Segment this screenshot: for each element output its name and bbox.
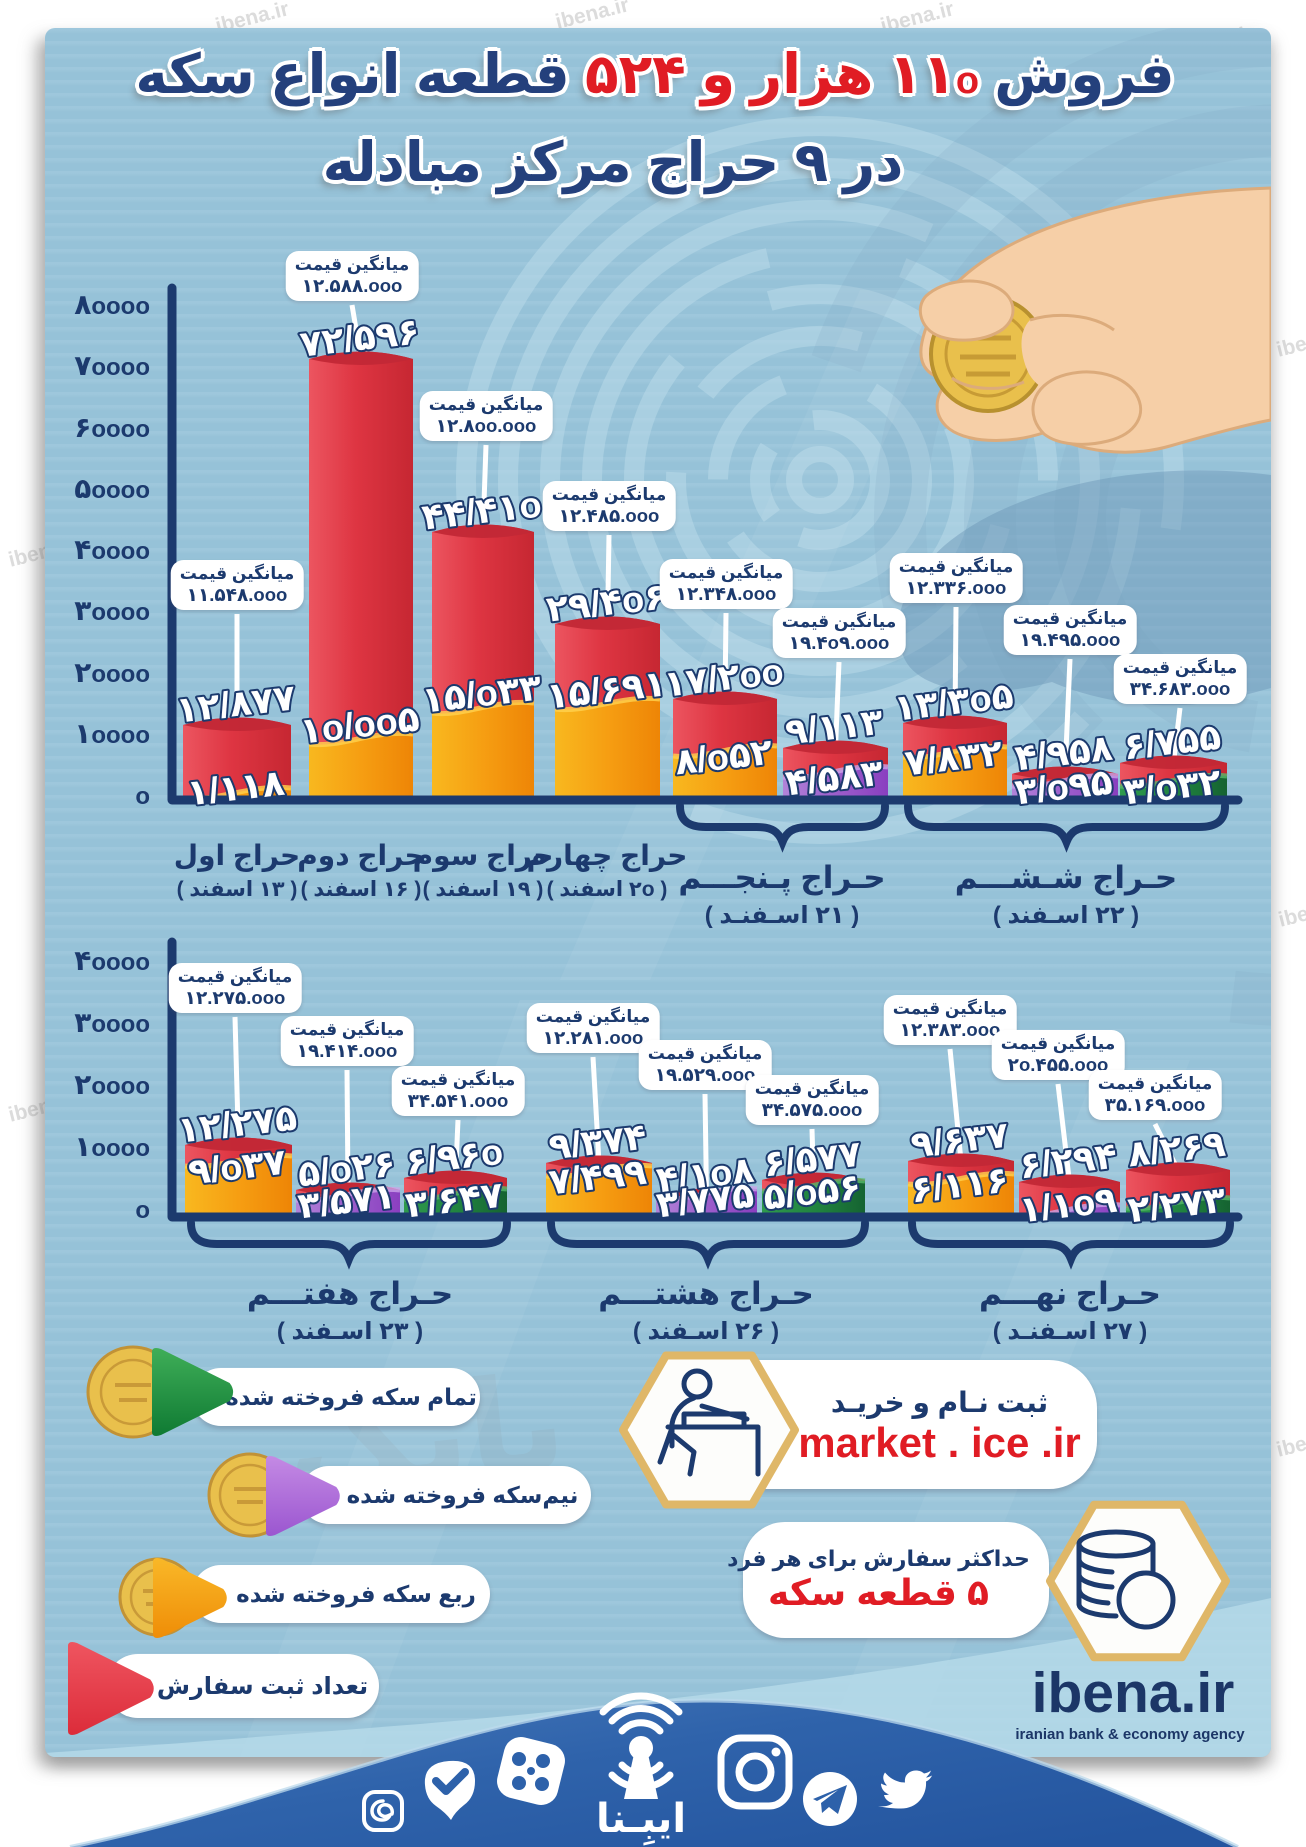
svg-text:۴oooo: ۴oooo [74, 534, 150, 565]
svg-text:۱oooo: ۱oooo [74, 718, 150, 749]
svg-text:۱oooo: ۱oooo [74, 1131, 150, 1162]
svg-text:ایبِـنا: ایبِـنا [596, 1797, 686, 1846]
svg-text:۶oooo: ۶oooo [74, 412, 150, 443]
svg-text:o: o [135, 1197, 150, 1224]
svg-text:۲oooo: ۲oooo [74, 657, 150, 688]
svg-text:۲oooo: ۲oooo [74, 1069, 150, 1100]
svg-text:۳oooo: ۳oooo [74, 595, 150, 626]
svg-text:۴oooo: ۴oooo [74, 945, 150, 976]
svg-text:۸/o۵۲: ۸/o۵۲ [673, 731, 775, 783]
svg-text:۹/o۳۷: ۹/o۳۷ [186, 1141, 288, 1193]
svg-text:۳oooo: ۳oooo [74, 1007, 150, 1038]
svg-text:۵oooo: ۵oooo [74, 473, 150, 504]
svg-text:۲/۲۷۳: ۲/۲۷۳ [1126, 1179, 1228, 1231]
svg-text:۷oooo: ۷oooo [74, 350, 150, 381]
svg-text:۸oooo: ۸oooo [74, 289, 150, 320]
svg-text:o: o [135, 783, 150, 810]
